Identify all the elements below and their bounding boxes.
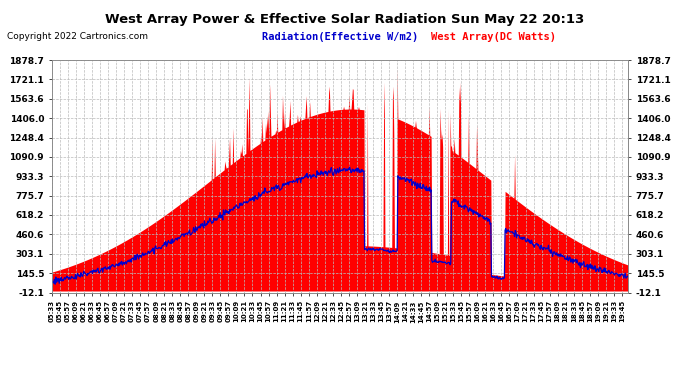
Text: West Array Power & Effective Solar Radiation Sun May 22 20:13: West Array Power & Effective Solar Radia… (106, 13, 584, 26)
Text: Radiation(Effective W/m2): Radiation(Effective W/m2) (262, 32, 418, 42)
Text: West Array(DC Watts): West Array(DC Watts) (431, 32, 556, 42)
Text: Copyright 2022 Cartronics.com: Copyright 2022 Cartronics.com (7, 32, 148, 41)
